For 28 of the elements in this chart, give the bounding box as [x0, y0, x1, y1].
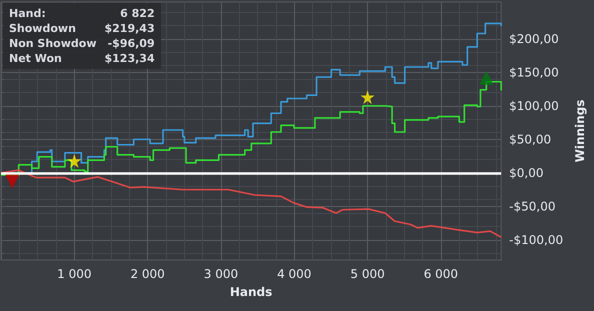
point: [360, 90, 375, 104]
annotation: $219,43: [104, 22, 155, 35]
x-tick-label: 4 000: [277, 267, 312, 281]
y-tick-label: $0,00: [509, 166, 544, 180]
x-tick-label: 1 000: [57, 267, 92, 281]
x-tick-label: 6 000: [424, 267, 458, 281]
annotation: Non Showdow: [9, 37, 96, 50]
y-tick-label: -$50,00: [509, 199, 556, 214]
point: [5, 174, 20, 189]
x-axis-title: Hands: [230, 285, 272, 299]
annotation: $123,34: [104, 52, 155, 65]
y-tick-label: -$100,00: [509, 232, 564, 247]
x-tick-label: 5 000: [350, 267, 385, 281]
y-axis-title: Winnings: [573, 100, 587, 162]
annotation: -$96,09: [106, 37, 155, 50]
point: [67, 154, 82, 168]
annotation: 6 822: [119, 7, 155, 20]
x-tick-label: 3 000: [204, 267, 238, 281]
annotation: Net Won: [9, 52, 63, 65]
point: [479, 70, 494, 85]
annotation: Showdown: [9, 22, 77, 35]
y-tick-label: $100,00: [509, 98, 559, 113]
x-tick-label: 2 000: [130, 267, 165, 281]
y-tick-label: $50,00: [509, 132, 552, 146]
y-tick-label: $150,00: [509, 65, 559, 80]
line-series: [0, 169, 502, 238]
y-tick-label: $200,00: [509, 32, 559, 46]
annotation: Hand:: [9, 7, 47, 20]
